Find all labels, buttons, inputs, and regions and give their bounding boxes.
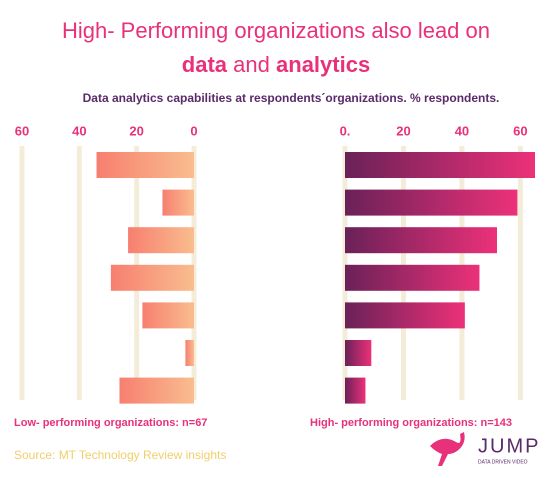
- bar: [119, 377, 194, 404]
- title-line1: High- Performing organizations also lead…: [62, 18, 490, 43]
- bar: [345, 340, 372, 366]
- x-tick-label: 60: [15, 123, 29, 138]
- bar: [185, 340, 194, 366]
- x-tick-label: 20: [129, 123, 143, 138]
- x-tick-label: 0: [190, 123, 197, 138]
- brand-tagline: DATA DRIVEN VIDEO: [478, 459, 528, 465]
- title-bold: data: [182, 52, 228, 77]
- source: Source: MT Technology Review insights: [14, 448, 226, 462]
- bar: [345, 264, 480, 291]
- logo: JUMP DATA DRIVEN VIDEO: [430, 432, 540, 466]
- title-line2: data and analytics: [182, 52, 370, 77]
- bar: [345, 227, 497, 254]
- brand-name: JUMP: [478, 435, 540, 457]
- title-bold: analytics: [276, 52, 370, 77]
- subtitle: Data analytics capabilities at responden…: [83, 91, 500, 105]
- bar: [345, 377, 366, 404]
- title-and: and: [233, 52, 270, 77]
- bar: [162, 189, 194, 216]
- bar: [345, 302, 465, 329]
- bar: [128, 227, 194, 254]
- x-tick-label: 40: [72, 123, 86, 138]
- x-axis-label: Low- performing organizations: n=67: [14, 417, 207, 429]
- bar: [110, 264, 194, 291]
- bar: [345, 189, 518, 216]
- x-tick-label: 60: [513, 123, 527, 138]
- x-tick-label: 20: [396, 123, 410, 138]
- bar: [142, 302, 194, 329]
- x-tick-label: 40: [455, 123, 469, 138]
- logo-icon: [430, 432, 465, 466]
- bar: [345, 152, 535, 178]
- x-axis-label: High- performing organizations: n=143: [310, 417, 512, 429]
- x-tick-label: 0.: [340, 123, 351, 138]
- bar: [96, 152, 194, 178]
